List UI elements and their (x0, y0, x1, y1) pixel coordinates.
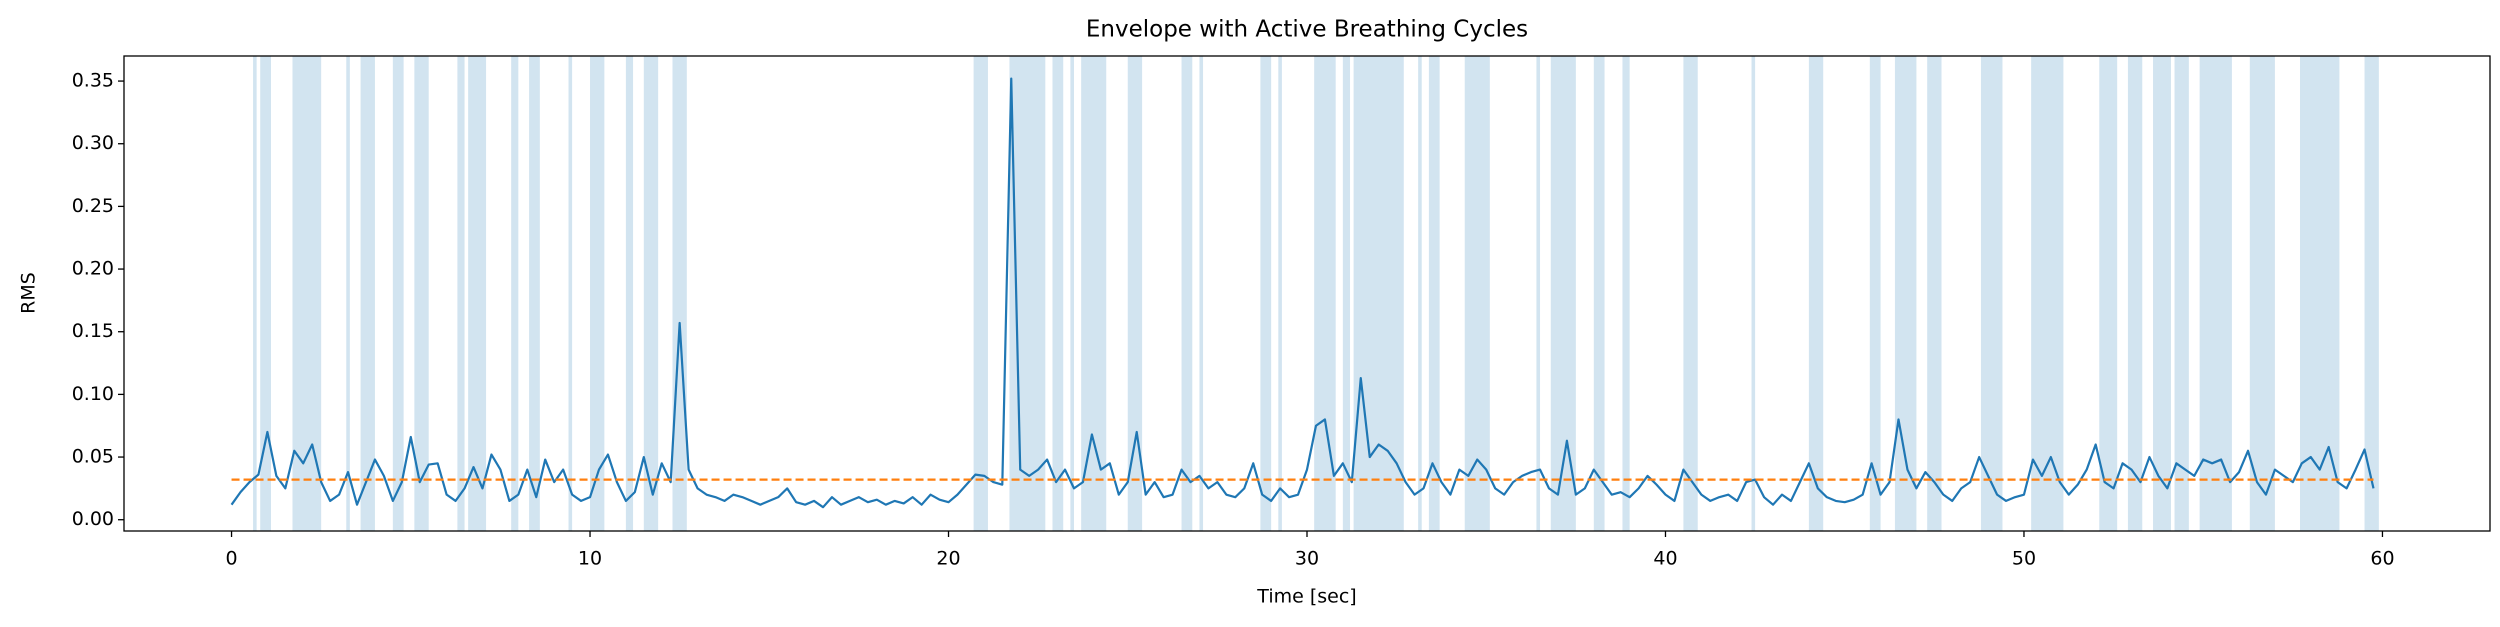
active-span (1181, 56, 1193, 531)
active-span (2364, 56, 2379, 531)
active-span (468, 56, 487, 531)
active-span (568, 56, 573, 531)
y-tick-label: 0.35 (72, 70, 114, 92)
active-span (1353, 56, 1404, 531)
active-span (643, 56, 659, 531)
active-span (1894, 56, 1917, 531)
active-span (1052, 56, 1064, 531)
active-span (1980, 56, 2003, 531)
active-span (1751, 56, 1756, 531)
active-span (1464, 56, 1490, 531)
active-span (2127, 56, 2143, 531)
active-span (1927, 56, 1942, 531)
x-tick-label: 60 (2370, 548, 2394, 570)
active-span (590, 56, 605, 531)
active-span (1127, 56, 1143, 531)
y-tick-label: 0.25 (72, 195, 114, 217)
active-span (1418, 56, 1422, 531)
active-span (2153, 56, 2171, 531)
active-span (1199, 56, 1204, 531)
active-span (2199, 56, 2232, 531)
active-span (1683, 56, 1698, 531)
active-span (1622, 56, 1630, 531)
active-span (2099, 56, 2118, 531)
x-tick-label: 20 (936, 548, 960, 570)
x-tick-label: 0 (225, 548, 237, 570)
active-span (1070, 56, 1074, 531)
active-span (1278, 56, 1282, 531)
active-span (1550, 56, 1576, 531)
active-span (260, 56, 271, 531)
chart-title: Envelope with Active Breathing Cycles (1086, 17, 1528, 43)
active-span (1009, 56, 1046, 531)
envelope-line (230, 77, 2375, 509)
x-tick-label: 10 (578, 548, 602, 570)
x-tick-label: 30 (1295, 548, 1319, 570)
active-span (392, 56, 404, 531)
active-span (2174, 56, 2189, 531)
active-span (672, 56, 687, 531)
y-tick-label: 0.20 (72, 258, 114, 280)
y-tick-label: 0.30 (72, 132, 114, 154)
y-tick-label: 0.05 (72, 446, 114, 468)
active-span (511, 56, 519, 531)
active-span (1869, 56, 1881, 531)
active-span (1536, 56, 1541, 531)
active-span (1314, 56, 1336, 531)
active-span (973, 56, 988, 531)
y-tick-label: 0.10 (72, 383, 114, 405)
active-span (253, 56, 257, 531)
active-span (414, 56, 429, 531)
active-span (292, 56, 322, 531)
active-span (457, 56, 465, 531)
x-tick-label: 50 (2012, 548, 2036, 570)
plot-frame (123, 55, 2491, 532)
active-span (2249, 56, 2275, 531)
active-span (1808, 56, 1824, 531)
active-span (1428, 56, 1440, 531)
y-axis-label: RMS (18, 272, 40, 314)
active-span (1081, 56, 1107, 531)
active-span (625, 56, 634, 531)
x-tick-label: 40 (1653, 548, 1677, 570)
y-tick-label: 0.00 (72, 508, 114, 530)
x-axis-label: Time [sec] (1256, 586, 1356, 608)
active-span (360, 56, 375, 531)
active-span (2300, 56, 2340, 531)
active-span (2031, 56, 2064, 531)
y-tick-label: 0.15 (72, 320, 114, 342)
active-span (1593, 56, 1605, 531)
active-span (1260, 56, 1272, 531)
active-span (1342, 56, 1351, 531)
active-span (529, 56, 540, 531)
active-span (346, 56, 350, 531)
